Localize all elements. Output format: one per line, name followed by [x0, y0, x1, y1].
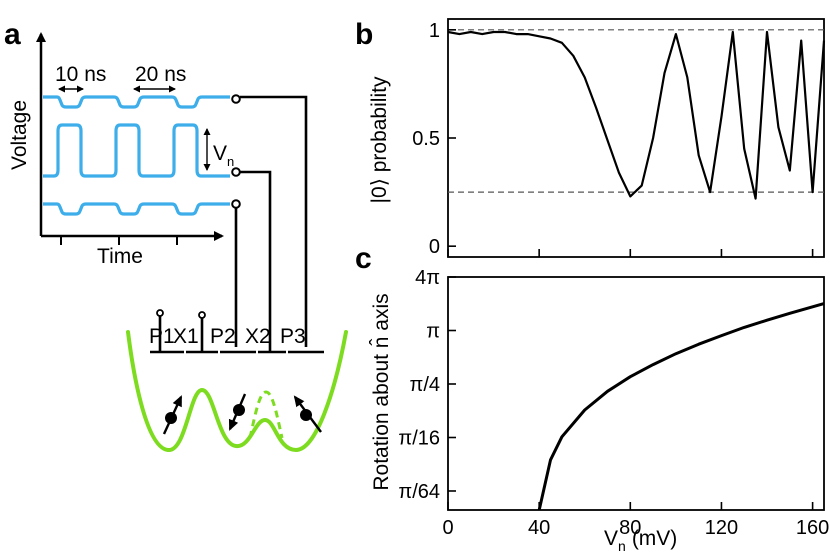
terminal-p3 — [231, 94, 241, 104]
panel-b-letter: b — [355, 18, 373, 51]
panel-c-xticks: 0 40 80 120 160 — [442, 502, 829, 539]
panel-c-xlabel: Vn (mV) — [604, 527, 677, 554]
electron-3 — [300, 409, 312, 421]
potential-barrier-pulsed — [248, 390, 284, 439]
panel-c: c Rotation about n̂ axis π/64π/16π/4π4π … — [355, 242, 829, 554]
spin-1-arrow — [162, 395, 183, 435]
pulse-width-20ns-label: 20 ns — [135, 63, 186, 86]
gate-label-p2: P2 — [210, 325, 236, 348]
panel-a: a Voltage Time 10 ns 20 ns Vn — [4, 18, 348, 453]
terminal-x2 — [231, 167, 241, 177]
panel-b-yticks: 00.51 — [412, 20, 456, 258]
terminal-x1 — [198, 311, 206, 319]
series-line-0 — [447, 30, 826, 200]
panel-c-yticks: π/64 π/16 π/4 π 4π — [398, 267, 456, 503]
xtick-label: 160 — [796, 517, 829, 539]
xtick-label: 80 — [619, 517, 641, 539]
xtick-label: 120 — [705, 517, 738, 539]
amplitude-label-sub: n — [227, 154, 234, 169]
amplitude-label-main: V — [213, 142, 227, 165]
panel-c-xlabel-sub: n — [618, 538, 626, 554]
panel-c-series — [537, 302, 825, 511]
pulse-trace-x2 — [43, 123, 230, 178]
spin-3-arrow — [293, 395, 322, 433]
ytick-label: π/16 — [398, 427, 440, 449]
pulse-traces — [43, 95, 230, 216]
ytick-label: π — [426, 320, 440, 342]
gate-label-p3: P3 — [280, 325, 306, 348]
panel-c-letter: c — [355, 242, 372, 275]
panel-c-ylabel: Rotation about n̂ axis — [370, 293, 393, 490]
electron-spins — [162, 393, 322, 435]
terminal-p1 — [156, 309, 164, 317]
panel-b-ylabel: |0⟩ probability — [368, 76, 391, 203]
gate-wires — [234, 95, 308, 351]
ytick-label: π/4 — [410, 374, 440, 396]
panel-c-xlabel-unit: (mV) — [632, 527, 678, 550]
potential-profile — [126, 330, 348, 453]
panel-c-xlabel-main: V — [604, 527, 618, 550]
gate-label-x2: X2 — [245, 325, 271, 348]
xtick-label: 40 — [528, 517, 550, 539]
voltage-axis-label: Voltage — [8, 100, 31, 170]
gate-electrodes — [150, 314, 324, 354]
panel-a-letter: a — [4, 18, 21, 51]
amplitude-label: Vn — [213, 142, 234, 169]
spin-2-arrow — [228, 393, 247, 431]
ytick-label: 1 — [429, 20, 440, 42]
panel-b-reference-lines — [448, 29, 824, 193]
pulse-width-10ns-label: 10 ns — [55, 63, 106, 86]
ytick-label: 0.5 — [412, 128, 440, 150]
pulse-trace-p3 — [43, 95, 230, 109]
wire-p3 — [240, 95, 308, 347]
ytick-label: π/64 — [398, 481, 440, 503]
ytick-label: 0 — [429, 236, 440, 258]
panel-b-series — [447, 30, 826, 200]
time-axis-label: Time — [97, 245, 143, 268]
gate-label-x1: X1 — [173, 325, 199, 348]
series-line-0 — [537, 302, 825, 511]
panel-b: b |0⟩ probability 00.51 — [355, 18, 826, 258]
panel-b-frame — [447, 18, 825, 258]
panel-c-frame — [447, 276, 825, 511]
xtick-label: 0 — [442, 517, 453, 539]
gate-label-p1: P1 — [149, 325, 175, 348]
pulse-trace-p2 — [43, 202, 230, 216]
wire-x2 — [240, 170, 272, 351]
panel-b-xticks — [447, 249, 814, 257]
terminal-p2 — [231, 199, 241, 209]
ytick-label: 4π — [415, 267, 440, 289]
